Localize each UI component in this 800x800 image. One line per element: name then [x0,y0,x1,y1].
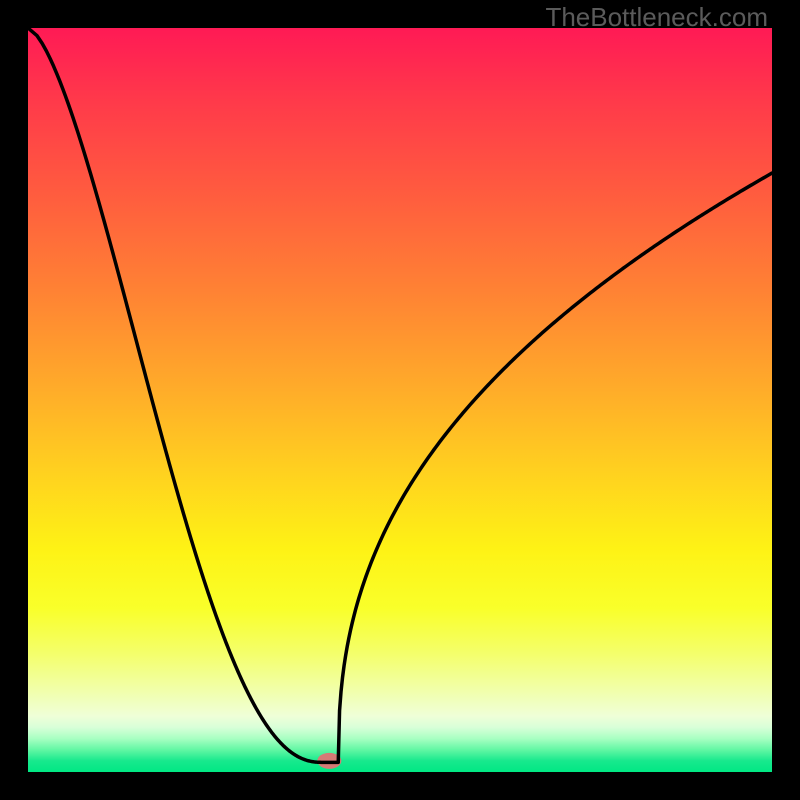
bottleneck-curve-chart [28,28,772,772]
chart-container: TheBottleneck.com [0,0,800,800]
gradient-background [28,28,772,772]
